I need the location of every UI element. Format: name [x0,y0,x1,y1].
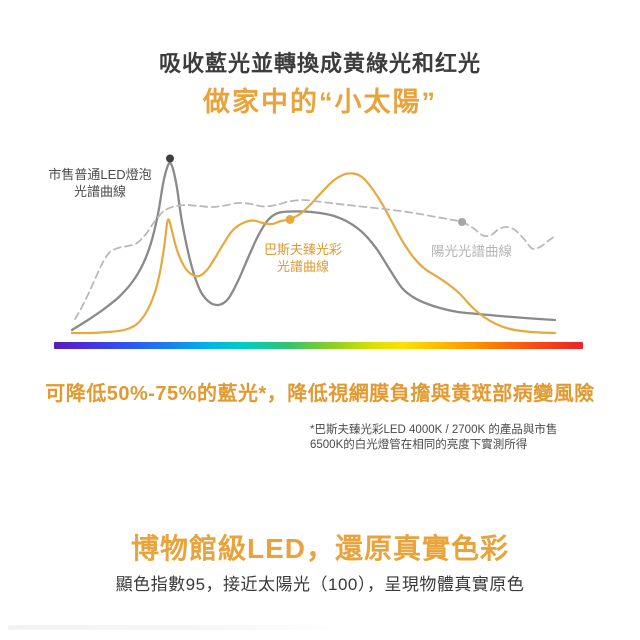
marker-basf-led [285,215,295,224]
blue-light-claim: 可降低50%-75%的藍光*，降低視網膜負擔與黄斑部病變風險 [45,383,595,405]
footnote: *巴斯夫臻光彩LED 4000K / 2700K 的產品與市售 6500K的白光… [310,423,557,452]
headline-title: 做家中的“小太陽” [203,87,437,117]
curve-sunlight [74,199,554,320]
marker-sunlight [458,218,466,226]
cri-subtitle: 顯色指數95，接近太陽光（100），呈現物體真實原色 [115,575,525,594]
label-basf-line2: 光譜曲線 [276,259,329,274]
label-basf-curve: 巴斯夫臻光彩 光譜曲線 [243,241,363,275]
footnote-line2: 6500K的白光燈管在相同的亮度下實測所得 [310,438,528,451]
next-section-edge [8,625,356,630]
marker-market-led [166,154,174,163]
label-sunlight-curve: 陽光光譜曲線 [431,244,512,259]
label-market-led-line2: 光譜曲線 [73,184,126,199]
curve-market-led [70,161,557,332]
cri-headline: 博物館級LED，還原真實色彩 [130,533,509,564]
label-basf-line1: 巴斯夫臻光彩 [263,242,342,257]
label-market-led-line1: 市售普通LED燈泡 [48,167,152,182]
curve-basf-led [70,172,557,335]
spectrum-color-bar [54,342,583,349]
footnote-line1: *巴斯夫臻光彩LED 4000K / 2700K 的產品與市售 [310,424,558,436]
label-market-led-curve: 市售普通LED燈泡 光譜曲線 [30,166,170,200]
headline-subtitle: 吸收藍光並轉換成黄綠光和红光 [158,51,481,76]
